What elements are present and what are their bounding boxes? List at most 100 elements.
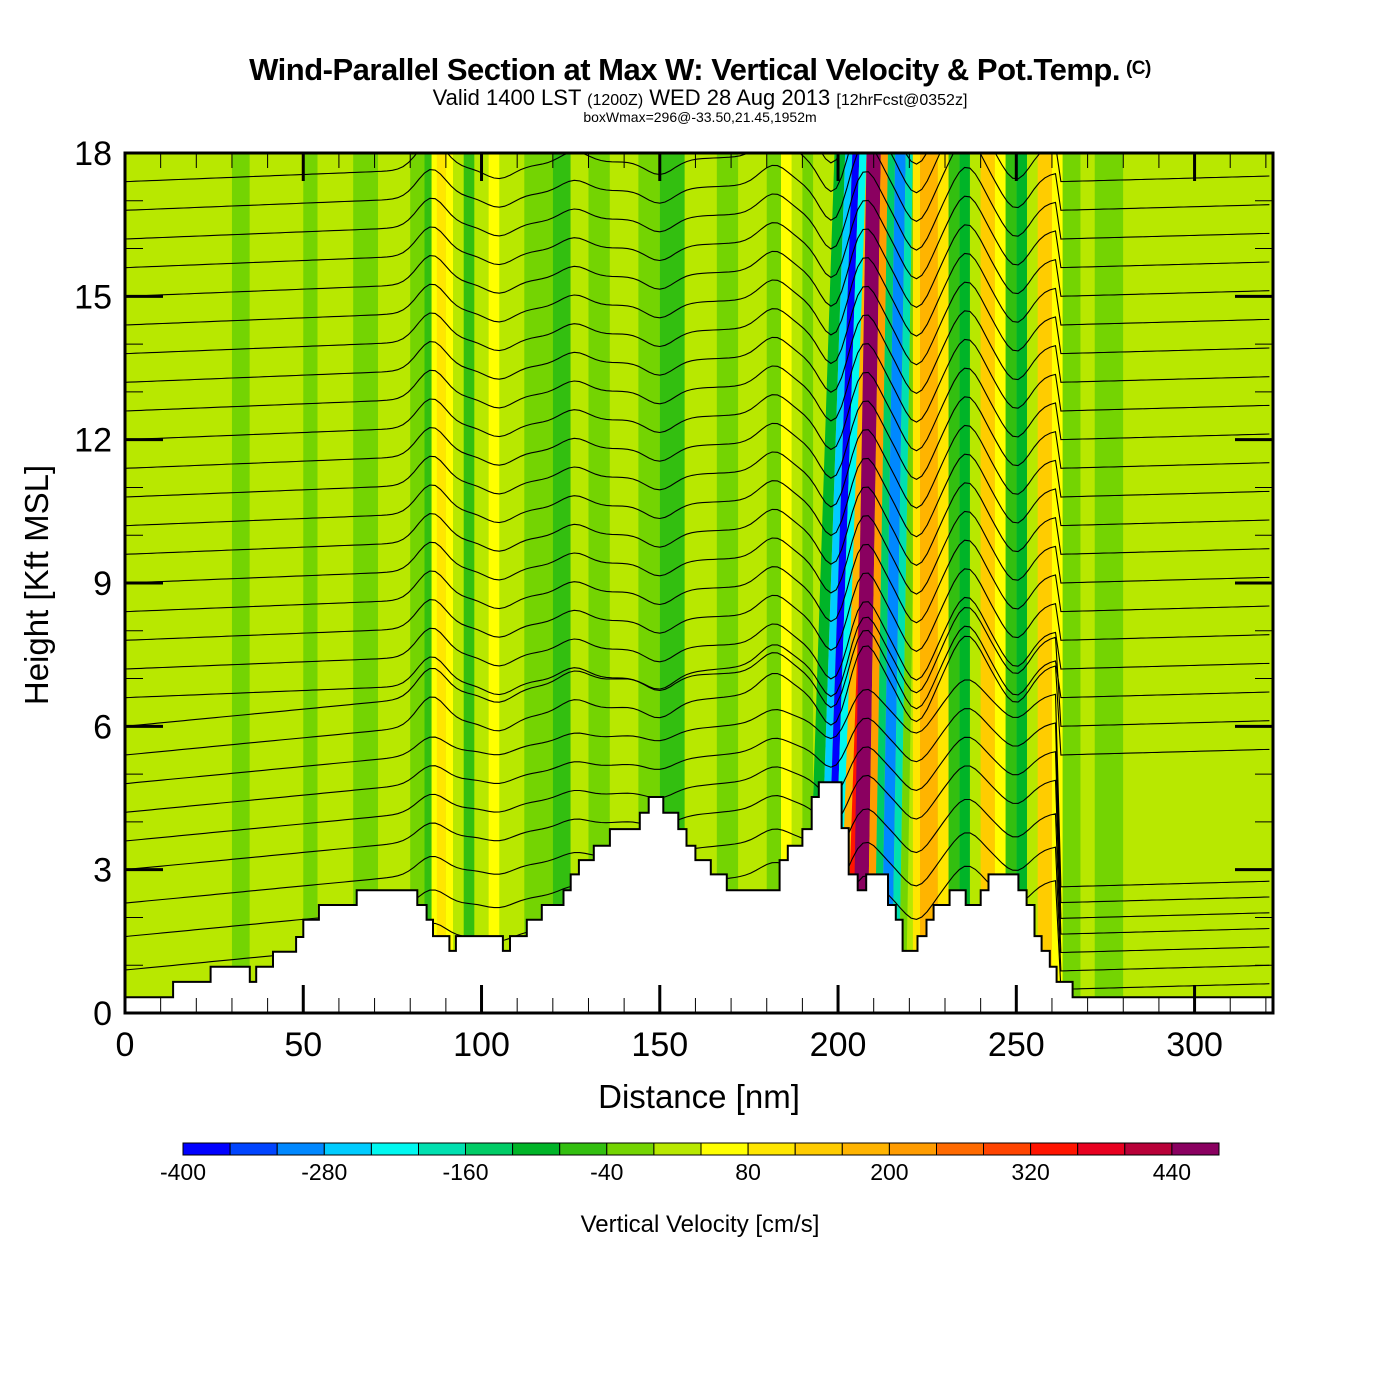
colorbar-title: Vertical Velocity [cm/s]	[581, 1211, 820, 1238]
velocity-band	[474, 153, 489, 1013]
theta-contour-line	[125, 338, 1270, 423]
colorbar-box	[418, 1142, 467, 1156]
forecast-info: [12hrFcst@0352z]	[836, 92, 968, 109]
velocity-band	[1027, 153, 1038, 1013]
colorbar-box	[182, 1142, 231, 1156]
velocity-band	[873, 153, 896, 1013]
terrain	[125, 781, 1273, 1013]
velocity-band	[524, 153, 553, 1013]
theta-contour-line	[125, 195, 1270, 280]
x-tick-label: 50	[284, 1026, 322, 1064]
colorbar-box	[606, 1142, 655, 1156]
colorbar-label: 320	[1011, 1159, 1049, 1185]
velocity-band	[488, 153, 500, 1013]
theta-contour-line	[125, 708, 1270, 904]
velocity-band	[891, 153, 913, 1013]
velocity-band	[609, 153, 639, 1013]
colorbar-box	[1030, 1142, 1079, 1156]
colorbar-label: -160	[442, 1159, 488, 1185]
theta-contour-line	[125, 679, 1270, 888]
velocity-band	[303, 153, 318, 1013]
colorbar-box	[841, 1142, 890, 1156]
colorbar	[182, 1142, 1220, 1156]
boxwmax-text: boxWmax=296@-33.50,21.45,1952m	[583, 109, 817, 125]
velocity-band	[781, 153, 792, 1013]
theta-contour-line	[125, 482, 1270, 567]
colorbar-box	[229, 1142, 278, 1156]
velocity-band	[1016, 153, 1027, 1013]
velocity-band	[766, 153, 781, 1013]
velocity-band	[802, 153, 814, 1013]
y-tick-label: 18	[74, 135, 112, 173]
theta-contour-line	[125, 453, 1270, 538]
x-tick-label: 200	[810, 1026, 867, 1064]
x-tick-label: 300	[1166, 1026, 1223, 1064]
x-tick-label: 100	[453, 1026, 510, 1064]
theta-contour-line	[125, 736, 1270, 919]
velocity-band	[866, 153, 888, 1013]
colorbar-box	[700, 1142, 749, 1156]
theta-contour-line	[125, 153, 1270, 194]
title-text: Wind-Parallel Section at Max W: Vertical…	[249, 52, 1120, 87]
theta-contour-line	[125, 281, 1270, 366]
velocity-band	[1005, 153, 1017, 1013]
colorbar-box	[276, 1142, 325, 1156]
colorbar-box	[559, 1142, 608, 1156]
theta-contour-line	[125, 607, 1270, 727]
theta-contour-line	[125, 367, 1270, 452]
velocity-band	[552, 153, 571, 1013]
colorbar-box	[983, 1142, 1032, 1156]
theta-contour-line	[125, 424, 1270, 509]
velocity-band	[791, 153, 803, 1013]
colorbar-box	[653, 1142, 702, 1156]
colorbar-box	[323, 1142, 372, 1156]
velocity-band	[716, 153, 739, 1013]
velocity-band	[436, 153, 446, 1013]
y-tick-label: 3	[93, 852, 112, 890]
velocity-band	[1037, 153, 1052, 1013]
velocity-band	[353, 153, 379, 1013]
colorbar-label: -280	[301, 1159, 347, 1185]
theta-contour-line	[125, 510, 1270, 595]
theta-contour-line	[125, 596, 1270, 681]
y-tick-labels: 0 3 6 9 12 15 18	[74, 135, 112, 1033]
velocity-band	[499, 153, 525, 1013]
x-tick-label: 0	[116, 1026, 135, 1064]
velocity-band	[570, 153, 589, 1013]
velocity-band	[852, 153, 881, 1013]
valid-time: Valid 1400 LST	[432, 85, 581, 110]
velocity-band	[980, 153, 995, 1013]
velocity-band	[1123, 153, 1195, 1013]
velocity-band	[1051, 153, 1063, 1013]
y-tick-label: 6	[93, 708, 112, 746]
velocity-band	[1194, 153, 1273, 1013]
theta-contour-line	[125, 625, 1270, 710]
colorbar-box	[1077, 1142, 1126, 1156]
velocity-band	[445, 153, 453, 1013]
colorbar-box	[512, 1142, 561, 1156]
y-tick-label: 15	[74, 278, 112, 316]
velocity-band	[912, 153, 921, 1013]
velocity-band	[1080, 153, 1095, 1013]
velocity-band	[453, 153, 464, 1013]
colorbar-box	[936, 1142, 985, 1156]
velocity-band	[738, 153, 767, 1013]
colorbar-box	[794, 1142, 843, 1156]
colorbar-box	[747, 1142, 796, 1156]
plot-frame	[123, 151, 1275, 1015]
colorbar-box	[370, 1142, 419, 1156]
velocity-band	[969, 153, 981, 1013]
x-tick-labels: 0 50 100 150 200 250 300	[116, 1026, 1223, 1064]
y-tick-label: 0	[93, 995, 112, 1033]
colorbar-box	[465, 1142, 514, 1156]
theta-contour-line	[125, 252, 1270, 337]
theta-contour-line	[125, 224, 1270, 309]
theta-contour-line	[125, 765, 1270, 935]
velocity-band	[431, 153, 437, 1013]
y-tick-label: 12	[74, 422, 112, 460]
y-axis-title: Height [Kft MSL]	[18, 465, 55, 705]
velocity-band	[659, 153, 685, 1013]
x-tick-label: 250	[988, 1026, 1045, 1064]
x-axis-title: Distance [nm]	[598, 1078, 800, 1115]
